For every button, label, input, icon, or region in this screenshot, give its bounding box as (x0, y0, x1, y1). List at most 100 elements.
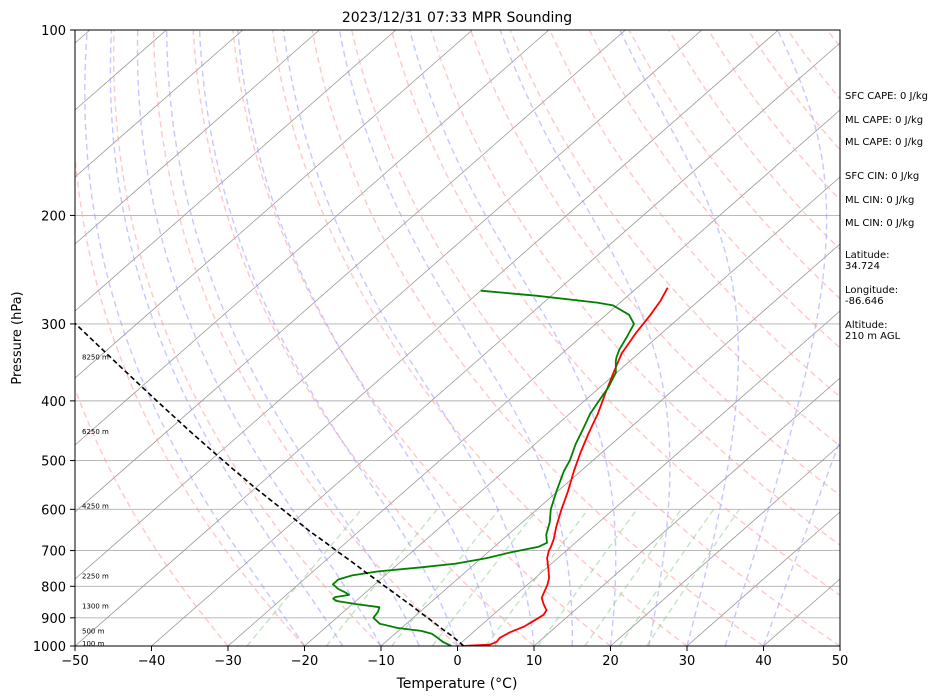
isotherm-line (304, 176, 840, 646)
y-tick-label: 700 (41, 545, 66, 560)
y-tick-label: 600 (41, 503, 66, 518)
profile-lines (75, 287, 669, 646)
height-labels: 100 m 500 m 1300 m 2250 m 4250 m 6250 m 8250 m (82, 354, 109, 648)
dry-adiabat-line (469, 30, 840, 497)
y-axis-ticks: 100 200 300 400 500 600 700 800 900 1000 (33, 24, 75, 655)
dry-adiabat-line (232, 30, 611, 646)
moist-adiabat-line (619, 30, 740, 646)
annotation-text: SFC CAPE: 0 J/kg (845, 91, 928, 102)
isotherm-line (75, 30, 779, 646)
dry-adiabat-line (192, 30, 535, 646)
x-tick-label: 50 (832, 654, 849, 669)
y-tick-label: 900 (41, 612, 66, 627)
moist-adiabat-line (282, 30, 535, 646)
x-tick-label: −50 (61, 654, 88, 669)
dry-adiabat-line (75, 386, 229, 646)
moist-adiabat-line (84, 30, 306, 646)
isotherm-line (533, 377, 840, 646)
moist-adiabat-line (499, 30, 671, 646)
parcel-profile-line (75, 322, 465, 646)
x-tick-label: −30 (214, 654, 241, 669)
isotherm-line (75, 30, 473, 379)
isotherm-line (75, 30, 244, 178)
mixing-ratio-line (646, 508, 740, 646)
annotation-text: Longitude: -86.646 (845, 285, 898, 307)
annotation-text: ML CAPE: 0 J/kg (845, 137, 923, 148)
temperature-profile-line (461, 287, 669, 646)
annotation-text: ML CIN: 0 J/kg (845, 195, 914, 206)
dry-adiabat-line (271, 30, 688, 646)
isotherm-line (75, 30, 397, 312)
x-tick-label: 30 (679, 654, 696, 669)
mixing-ratio-line (537, 508, 638, 646)
mixing-ratio-line (325, 508, 438, 646)
isotherm-line (75, 30, 703, 580)
dry-adiabat-line (75, 147, 306, 646)
dry-adiabat-line (152, 30, 458, 646)
y-tick-label: 200 (41, 209, 66, 224)
moist-adiabat-line (136, 30, 382, 646)
annotation-text: Latitude: 34.724 (845, 250, 890, 272)
y-tick-label: 800 (41, 580, 66, 595)
isotherm-line (686, 511, 840, 646)
isotherm-line (227, 109, 840, 646)
mixing-ratio-line (431, 508, 539, 646)
height-label: 500 m (82, 628, 105, 636)
mixing-ratio-line (391, 508, 500, 646)
moist-adiabat-line (237, 30, 497, 646)
mixing-ratio-line (485, 508, 589, 646)
y-tick-label: 500 (41, 455, 66, 470)
moist-adiabat-line (198, 30, 459, 646)
x-tick-label: 40 (755, 654, 772, 669)
height-label: 6250 m (82, 428, 109, 436)
x-tick-label: −10 (367, 654, 394, 669)
height-label: 1300 m (82, 603, 109, 611)
mixing-ratio-line (246, 508, 363, 646)
x-tick-label: 20 (602, 654, 619, 669)
isotherm-line (457, 310, 840, 646)
y-tick-label: 300 (41, 318, 66, 333)
background-lines (75, 30, 840, 646)
dry-adiabat-line (549, 30, 840, 398)
x-axis-label: Temperature (°C) (396, 676, 518, 692)
height-label: 2250 m (82, 572, 109, 580)
y-tick-label: 100 (41, 24, 66, 39)
moist-adiabat-line (762, 438, 840, 646)
chart-title: 2023/12/31 07:33 MPR Sounding (342, 10, 572, 26)
annotation-text: Altitude: 210 m AGL (845, 320, 901, 342)
annotation-text: ML CAPE: 0 J/kg (845, 115, 923, 126)
stats-annotations: SFC CAPE: 0 J/kg ML CAPE: 0 J/kg ML CAPE: … (845, 91, 928, 342)
dewpoint-profile-line (332, 289, 635, 646)
dry-adiabat-line (509, 30, 840, 447)
height-label: 4250 m (82, 502, 109, 510)
isotherm-line (610, 444, 840, 646)
isotherm-line (75, 30, 320, 245)
dry-adiabat-line (351, 30, 840, 646)
dry-adiabat-line (430, 30, 840, 546)
isotherm-line (151, 42, 840, 646)
dry-adiabat-line (588, 30, 840, 349)
dry-adiabat-line (390, 30, 840, 597)
x-tick-label: −40 (138, 654, 165, 669)
annotation-text: SFC CIN: 0 J/kg (845, 171, 919, 182)
mixing-ratio-line (618, 508, 715, 646)
x-tick-label: 0 (453, 654, 461, 669)
isotherm-line (75, 30, 550, 446)
isotherm-line (75, 30, 626, 513)
moist-adiabat-line (724, 30, 828, 646)
x-tick-label: −20 (291, 654, 318, 669)
moist-adiabat-line (109, 30, 344, 646)
y-tick-label: 1000 (33, 640, 66, 655)
dry-adiabat-line (628, 30, 840, 300)
isotherm-line (380, 243, 840, 646)
dry-adiabat-line (112, 30, 382, 646)
moist-adiabat-line (338, 30, 573, 646)
x-axis-ticks: −50 −40 −30 −20 −10 0 10 20 30 40 50 (61, 646, 848, 669)
annotation-text: ML CIN: 0 J/kg (845, 218, 914, 229)
y-axis-label: Pressure (hPa) (10, 291, 25, 384)
x-tick-label: 10 (526, 654, 543, 669)
height-label: 8250 m (82, 354, 109, 362)
height-label: 100 m (82, 640, 105, 648)
mixing-ratio-line (584, 508, 682, 646)
